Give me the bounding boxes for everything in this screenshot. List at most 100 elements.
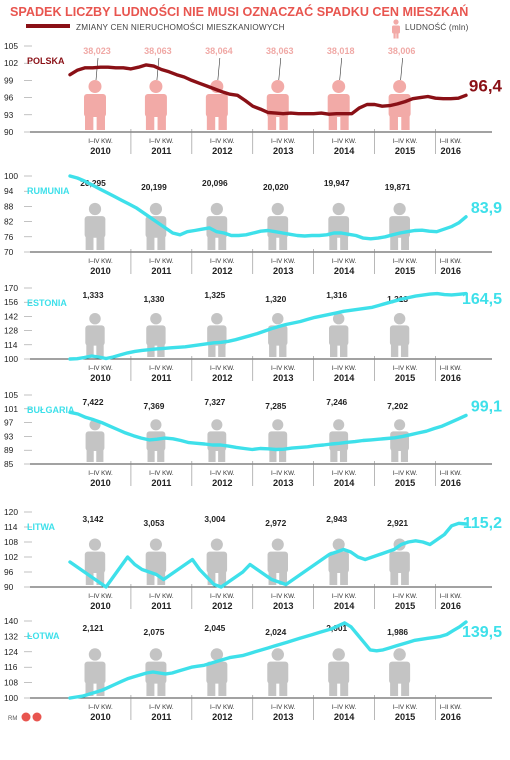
year-label: 2015	[395, 373, 415, 383]
population-label: 20,199	[141, 182, 167, 192]
population-label: 38,064	[205, 46, 233, 56]
copyright-icon	[21, 712, 31, 722]
year-label: 2013	[273, 478, 293, 488]
quarter-label: I–II KW.	[440, 258, 462, 265]
year-label: 2011	[151, 712, 171, 722]
population-label: 7,422	[83, 397, 104, 407]
population-label: 1,316	[326, 290, 347, 300]
y-tick-label: 116	[4, 662, 18, 672]
population-label: 2,943	[326, 514, 347, 524]
person-icon	[327, 80, 350, 130]
y-tick-label: 142	[4, 311, 18, 321]
person-icon	[84, 538, 106, 585]
quarter-label: I–IV KW.	[332, 470, 357, 477]
year-label: 2012	[212, 712, 232, 722]
quarter-label: I–IV KW.	[271, 258, 296, 265]
population-label: 38,023	[83, 46, 111, 56]
y-tick-label: 102	[4, 58, 18, 68]
person-icon	[328, 648, 350, 696]
quarter-label: I–IV KW.	[393, 138, 418, 145]
y-tick-label: 170	[4, 283, 18, 293]
person-icon	[388, 80, 411, 130]
quarter-label: I–IV KW.	[393, 704, 418, 711]
population-label: 38,018	[327, 46, 355, 56]
final-value-label: 83,9	[471, 200, 502, 217]
person-icon	[85, 419, 105, 462]
quarter-label: I–IV KW.	[271, 138, 296, 145]
y-tick-label: 100	[4, 354, 18, 364]
population-label: 20,295	[80, 178, 106, 188]
population-leader	[217, 57, 221, 81]
person-icon	[267, 202, 289, 250]
quarter-label: I–IV KW.	[271, 593, 296, 600]
person-icon	[206, 202, 228, 250]
year-label: 2016	[441, 712, 461, 722]
y-tick-label: 90	[4, 127, 14, 137]
population-label: 2,024	[265, 627, 286, 637]
population-label: 1,986	[387, 627, 408, 637]
year-label: 2013	[273, 146, 293, 156]
y-tick-label: 128	[4, 326, 18, 336]
year-label: 2012	[212, 601, 232, 611]
person-icon	[84, 80, 106, 130]
year-label: 2016	[441, 601, 461, 611]
population-label: 38,063	[144, 46, 172, 56]
quarter-label: I–II KW.	[440, 593, 462, 600]
y-tick-label: 124	[4, 647, 18, 657]
population-leader	[278, 57, 282, 81]
year-label: 2015	[395, 478, 415, 488]
final-value-label: 139,5	[462, 624, 502, 641]
year-label: 2014	[334, 712, 355, 722]
y-tick-label: 100	[4, 693, 18, 703]
series-line-litwa	[68, 521, 468, 589]
person-icon	[206, 538, 228, 585]
year-label: 2011	[151, 478, 171, 488]
person-icon	[144, 80, 167, 130]
year-label: 2011	[151, 266, 171, 276]
y-tick-label: 102	[4, 552, 18, 562]
legend-line-label: ZMIANY CEN NIERUCHOMOŚCI MIESZKANIOWYCH	[76, 21, 285, 32]
quarter-label: I–IV KW.	[88, 470, 113, 477]
year-label: 2012	[212, 478, 232, 488]
population-label: 7,246	[326, 397, 347, 407]
year-label: 2011	[151, 146, 171, 156]
final-value-label: 115,2	[463, 515, 502, 532]
y-tick-label: 108	[4, 537, 18, 547]
population-label: 1,333	[83, 290, 104, 300]
person-icon	[267, 648, 289, 696]
y-tick-label: 85	[4, 459, 14, 469]
y-tick-label: 88	[4, 201, 14, 211]
quarter-label: I–IV KW.	[332, 704, 357, 711]
quarter-label: I–IV KW.	[271, 365, 296, 372]
year-label: 2014	[334, 478, 355, 488]
population-label: 3,004	[204, 514, 225, 524]
population-label: 7,202	[387, 401, 408, 411]
quarter-label: I–IV KW.	[332, 593, 357, 600]
country-label: LITWA	[27, 522, 55, 532]
quarter-label: I–II KW.	[440, 365, 462, 372]
quarter-label: I–IV KW.	[271, 704, 296, 711]
year-label: 2012	[212, 373, 232, 383]
quarter-label: I–IV KW.	[149, 593, 174, 600]
year-label: 2010	[90, 373, 110, 383]
population-label: 2,921	[387, 518, 408, 528]
quarter-label: I–IV KW.	[149, 138, 174, 145]
population-label: 7,369	[143, 401, 164, 411]
year-label: 2016	[441, 266, 461, 276]
person-icon	[85, 312, 105, 357]
quarter-label: I–IV KW.	[88, 593, 113, 600]
quarter-label: I–IV KW.	[149, 365, 174, 372]
person-icon	[207, 419, 227, 462]
person-icon	[328, 538, 349, 585]
quarter-label: I–IV KW.	[393, 593, 418, 600]
person-icon	[329, 312, 349, 357]
population-label: 19,871	[385, 182, 411, 192]
person-icon	[390, 419, 410, 462]
quarter-label: I–IV KW.	[210, 704, 235, 711]
year-label: 2013	[273, 373, 293, 383]
person-icon	[145, 202, 167, 250]
